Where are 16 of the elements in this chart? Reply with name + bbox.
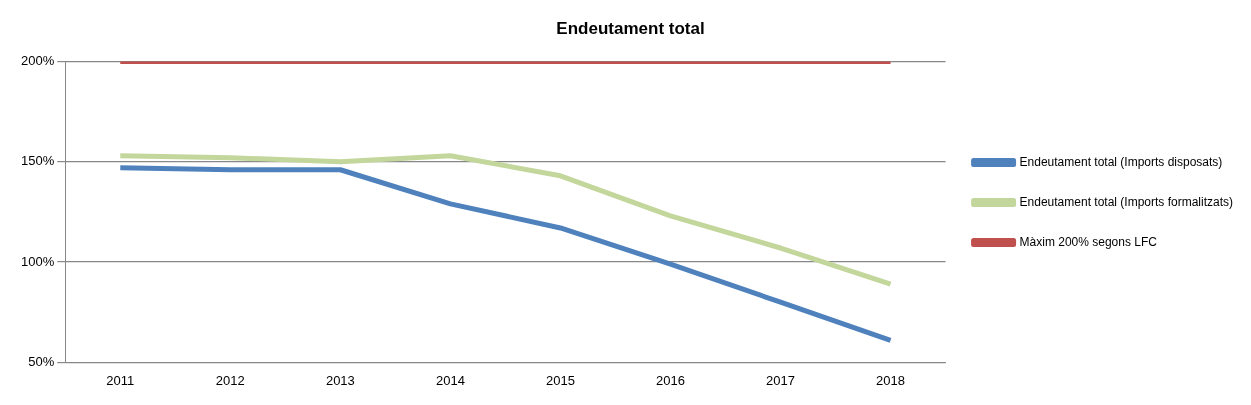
legend-label: Endeutament total (Imports formalitzats) <box>1019 194 1234 209</box>
y-tick-label: 150% <box>21 153 55 169</box>
legend-label: Endeutament total (Imports disposats) <box>1019 154 1223 169</box>
x-tick-label: 2013 <box>325 372 355 388</box>
y-tick-label: 100% <box>21 253 55 269</box>
x-tick-label: 2017 <box>766 372 795 388</box>
chart-title: Endeutament total <box>556 18 705 38</box>
legend-label: Màxim 200% segons LFC <box>1019 234 1158 249</box>
y-tick-label: 50% <box>28 353 55 369</box>
x-tick-label: 2018 <box>876 372 906 388</box>
y-tick-label: 200% <box>21 52 55 68</box>
x-tick-label: 2011 <box>106 372 135 388</box>
x-tick-label: 2015 <box>545 372 575 388</box>
x-tick-label: 2014 <box>435 372 465 388</box>
x-tick-label: 2012 <box>215 372 245 388</box>
x-tick-label: 2016 <box>656 372 685 388</box>
